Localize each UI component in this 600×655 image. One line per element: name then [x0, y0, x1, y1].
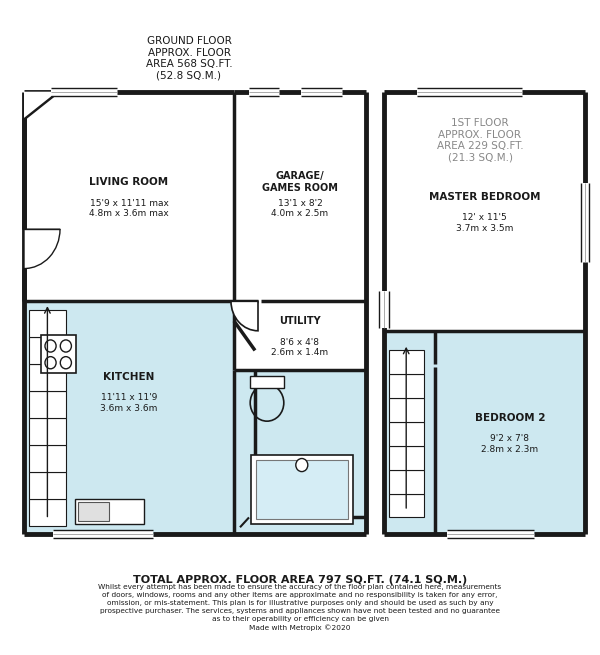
Text: 8'6 x 4'8
2.6m x 1.4m: 8'6 x 4'8 2.6m x 1.4m	[271, 338, 329, 357]
Bar	[447, 530, 534, 538]
Bar	[389, 398, 424, 422]
Text: UTILITY: UTILITY	[279, 316, 321, 326]
Circle shape	[296, 458, 308, 472]
Bar	[29, 499, 66, 526]
Text: BEDROOM 2: BEDROOM 2	[475, 413, 545, 423]
Bar	[250, 376, 284, 388]
Bar	[389, 350, 424, 374]
Bar	[24, 301, 234, 534]
Text: GROUND FLOOR
APPROX. FLOOR
AREA 568 SQ.FT.
(52.8 SQ.M.): GROUND FLOOR APPROX. FLOOR AREA 568 SQ.F…	[146, 36, 232, 81]
Bar	[78, 502, 109, 521]
Bar	[75, 499, 144, 524]
Bar	[29, 472, 66, 499]
Bar	[389, 422, 424, 446]
Bar	[389, 494, 424, 517]
Bar	[389, 446, 424, 470]
Bar	[301, 88, 342, 96]
Text: 1ST FLOOR
APPROX. FLOOR
AREA 229 SQ.FT.
(21.3 SQ.M.): 1ST FLOOR APPROX. FLOOR AREA 229 SQ.FT. …	[437, 118, 523, 162]
Text: 15'9 x 11'11 max
4.8m x 3.6m max: 15'9 x 11'11 max 4.8m x 3.6m max	[89, 198, 169, 218]
Text: LIVING ROOM: LIVING ROOM	[89, 177, 169, 187]
Bar	[389, 470, 424, 494]
Bar	[51, 88, 117, 96]
Bar	[29, 310, 66, 337]
Bar	[384, 92, 585, 534]
Bar	[234, 370, 366, 534]
Bar	[249, 88, 279, 96]
Text: MASTER BEDROOM: MASTER BEDROOM	[429, 192, 540, 202]
Text: 13'1 x 8'2
4.0m x 2.5m: 13'1 x 8'2 4.0m x 2.5m	[271, 198, 329, 218]
Bar	[251, 455, 353, 524]
Bar	[29, 418, 66, 445]
Bar	[29, 337, 66, 364]
Bar	[384, 331, 585, 534]
Bar	[41, 335, 76, 373]
Wedge shape	[24, 229, 60, 269]
Polygon shape	[24, 92, 57, 118]
Bar	[53, 530, 153, 538]
Text: Whilst every attempt has been made to ensure the accuracy of the floor plan cont: Whilst every attempt has been made to en…	[98, 584, 502, 631]
Bar	[24, 92, 366, 534]
Bar	[29, 391, 66, 418]
Text: TOTAL APPROX. FLOOR AREA 797 SQ.FT. (74.1 SQ.M.): TOTAL APPROX. FLOOR AREA 797 SQ.FT. (74.…	[133, 574, 467, 585]
Text: Gothic
Estates: Gothic Estates	[83, 297, 277, 397]
Bar	[389, 374, 424, 398]
Bar	[256, 460, 348, 519]
Bar	[29, 445, 66, 472]
Text: KITCHEN: KITCHEN	[103, 372, 155, 382]
Bar	[29, 364, 66, 391]
Bar	[417, 88, 522, 96]
Text: 12' x 11'5
3.7m x 3.5m: 12' x 11'5 3.7m x 3.5m	[456, 214, 513, 233]
Text: 9'2 x 7'8
2.8m x 2.3m: 9'2 x 7'8 2.8m x 2.3m	[481, 434, 539, 454]
Text: GARAGE/
GAMES ROOM: GARAGE/ GAMES ROOM	[262, 172, 338, 193]
Bar	[581, 183, 589, 262]
Text: 11'11 x 11'9
3.6m x 3.6m: 11'11 x 11'9 3.6m x 3.6m	[100, 394, 158, 413]
Wedge shape	[231, 301, 258, 331]
Bar	[379, 291, 389, 328]
